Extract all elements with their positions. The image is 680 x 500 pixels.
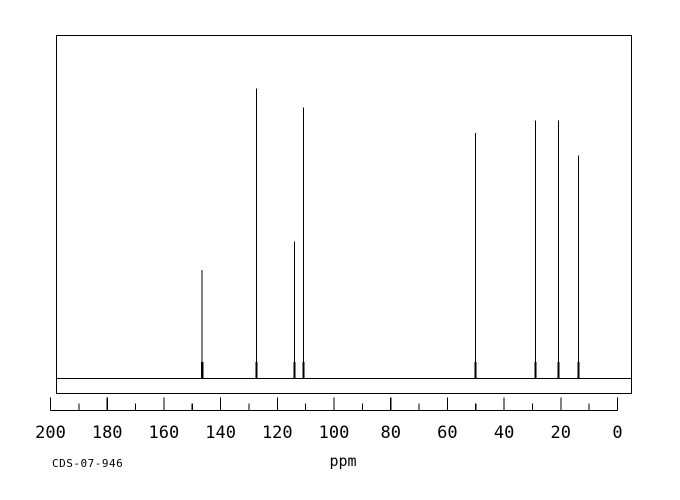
axis-ticks <box>49 397 619 412</box>
axis-tick-label: 120 <box>262 423 293 443</box>
peak-traces <box>201 88 580 378</box>
sample-id-label: CDS-07-946 <box>52 457 123 470</box>
axis-tick-label: 80 <box>380 423 400 443</box>
axis-tick-label: 40 <box>494 423 514 443</box>
axis-tick-label: 140 <box>205 423 236 443</box>
axis-title-ppm: ppm <box>329 452 356 470</box>
plot-frame <box>55 34 633 395</box>
axis-tick-label: 180 <box>92 423 123 443</box>
axis-tick-label: 60 <box>437 423 457 443</box>
axis-tick-label: 100 <box>319 423 350 443</box>
axis-tick-label: 0 <box>612 423 622 443</box>
axis-tick-labels: 200 180 160 140 120 100 80 60 40 20 0 <box>35 423 622 443</box>
axis-tick-label: 160 <box>149 423 180 443</box>
axis-tick-label: 200 <box>35 423 66 443</box>
axis-tick-label: 20 <box>551 423 571 443</box>
